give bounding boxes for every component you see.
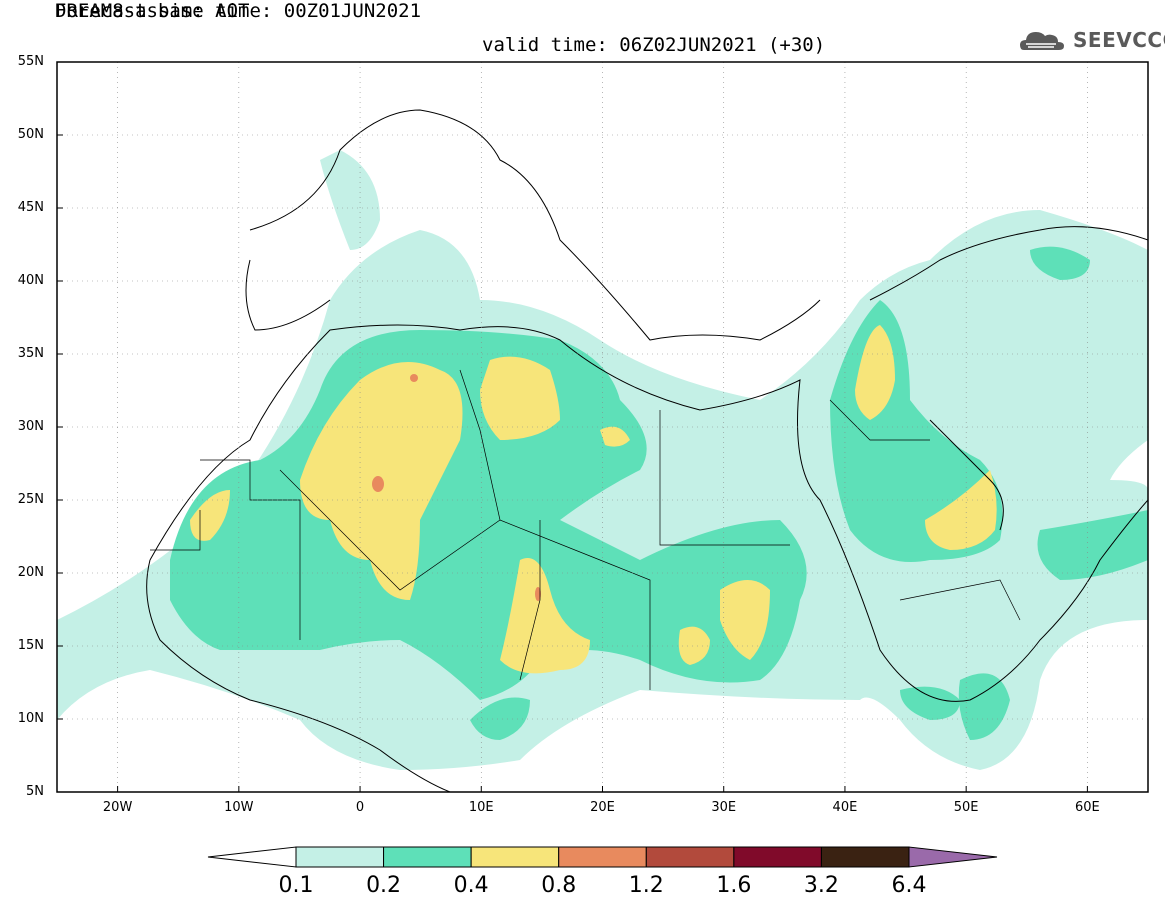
colorbar-label: 0.1 [278,873,314,898]
lon-label: 10W [224,800,254,815]
colorbar-label: 3.2 [803,873,839,898]
colorbar-label: 1.6 [716,873,752,898]
lat-label: 20N [17,565,44,580]
lon-label: 30E [711,800,737,815]
lat-label: 50N [17,127,44,142]
colorbar-bin [558,846,647,868]
lat-label: 40N [17,273,44,288]
colorbar-bin [383,846,472,868]
lat-label: 30N [17,419,44,434]
lon-label: 40E [832,800,858,815]
valid-time: valid time: 06Z02JUN2021 (+30) [482,34,826,56]
colorbar-bin [645,846,735,868]
colorbar-bin [733,846,822,868]
title-line1: DREAM8-assim: AOT [55,0,250,22]
title-line2: Forecast base time: 00Z01JUN2021 [55,0,422,22]
logo-text: SEEVCCC [1073,28,1165,52]
lat-label: 10N [17,711,44,726]
lat-label: 25N [17,492,44,507]
lat-label: 5N [26,784,44,799]
grid-lines [57,62,1148,792]
colorbar-over [908,846,998,868]
colorbar-under [207,846,297,868]
colorbar-bin [820,846,910,868]
lat-label: 45N [17,200,44,215]
lon-label: 50E [953,800,979,815]
colorbar-bin [470,846,560,868]
lat-label: 35N [17,346,44,361]
colorbar-label: 0.2 [366,873,402,898]
borders [150,369,1021,690]
lon-label: 20E [590,800,615,815]
colorbar-bin [295,846,385,868]
lon-label: 60E [1074,800,1100,815]
lat-label: 55N [17,54,44,69]
colorbar [207,846,998,868]
colorbar-label: 0.8 [541,873,577,898]
colorbar-label: 1.2 [628,873,664,898]
colorbar-label: 0.4 [453,873,489,898]
aot-field-0.8 [372,374,541,601]
lon-label: 20W [102,800,133,815]
lon-label: 0 [355,800,365,815]
colorbar-label: 6.4 [891,873,927,898]
lat-label: 15N [17,638,44,653]
coastlines [146,109,1148,792]
cloud-logo-icon [1020,32,1064,50]
lon-label: 10E [468,800,494,815]
